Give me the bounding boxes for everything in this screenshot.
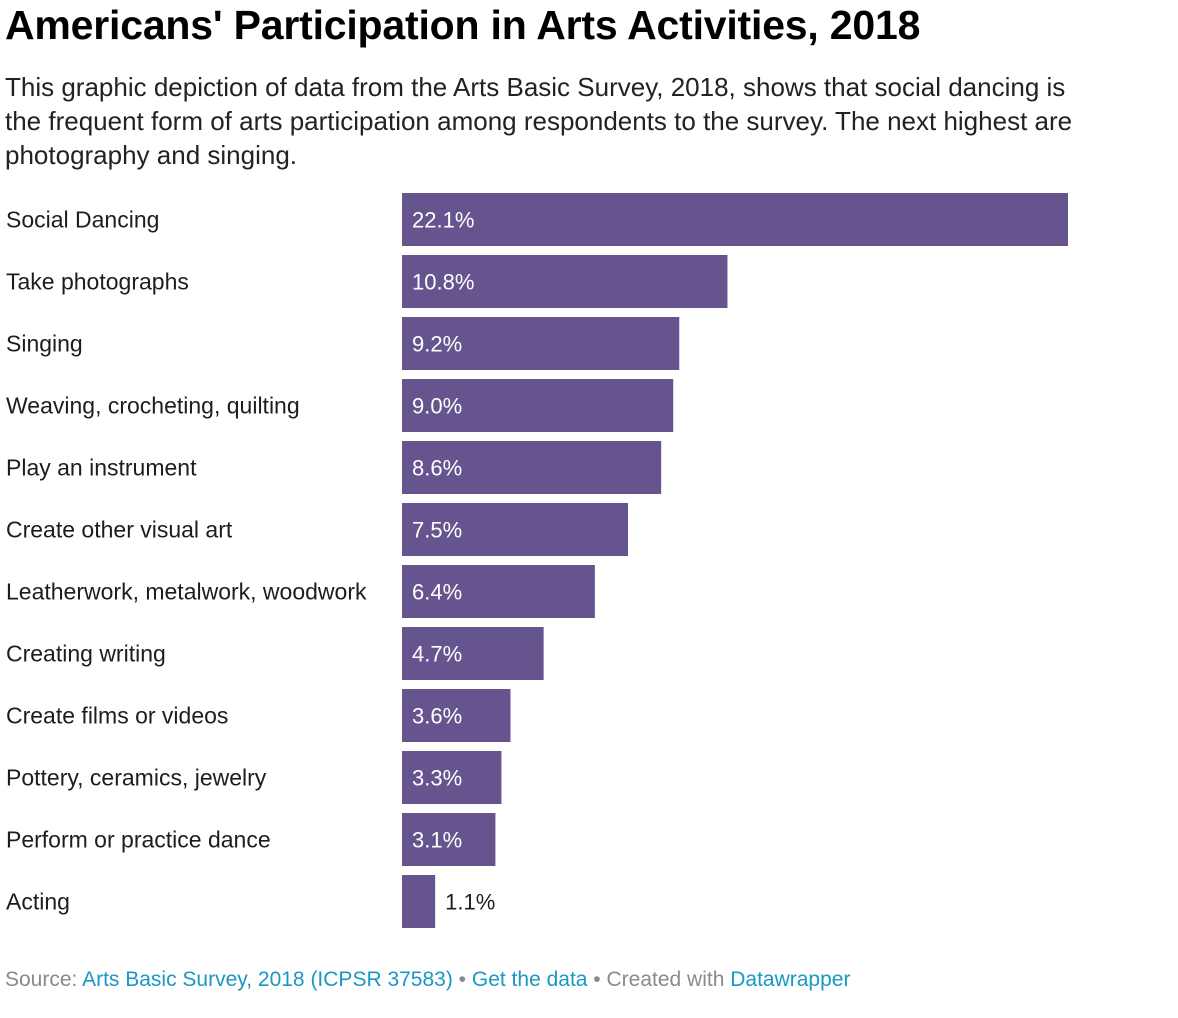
footer-separator: •	[452, 968, 472, 991]
value-label: 3.6%	[412, 704, 462, 729]
get-data-link[interactable]: Get the data	[471, 968, 588, 991]
value-label: 9.2%	[412, 332, 462, 357]
category-label: Social Dancing	[6, 207, 159, 233]
category-label: Singing	[6, 331, 83, 357]
value-label: 6.4%	[412, 580, 462, 605]
bar	[402, 379, 674, 432]
footer: Source: Arts Basic Survey, 2018 (ICPSR 3…	[5, 968, 850, 992]
chart-title: Americans' Participation in Arts Activit…	[5, 2, 921, 48]
category-label: Create films or videos	[6, 703, 228, 729]
bar	[402, 627, 544, 680]
value-label: 1.1%	[445, 890, 495, 915]
category-label: Pottery, ceramics, jewelry	[6, 765, 267, 791]
value-label: 7.5%	[412, 518, 462, 543]
source-prefix: Source:	[5, 968, 83, 991]
category-label: Leatherwork, metalwork, woodwork	[6, 579, 367, 605]
bar	[402, 255, 728, 308]
category-label: Perform or practice dance	[6, 827, 271, 853]
category-label: Weaving, crocheting, quilting	[6, 393, 300, 419]
bar	[402, 317, 680, 370]
value-label: 9.0%	[412, 394, 462, 419]
bar	[402, 565, 595, 618]
source-link[interactable]: Arts Basic Survey, 2018 (ICPSR 37583)	[82, 968, 453, 991]
category-label: Create other visual art	[6, 517, 233, 543]
bar	[402, 813, 496, 866]
value-label: 3.3%	[412, 766, 462, 791]
bar	[402, 751, 502, 804]
bar	[402, 875, 436, 928]
category-label: Acting	[6, 889, 70, 915]
datawrapper-link[interactable]: Datawrapper	[730, 968, 851, 991]
category-label: Play an instrument	[6, 455, 197, 481]
category-label: Creating writing	[6, 641, 166, 667]
value-label: 22.1%	[412, 208, 474, 233]
chart-subtitle: This graphic depiction of data from the …	[5, 72, 1073, 170]
footer-separator: •	[587, 968, 607, 991]
value-label: 4.7%	[412, 642, 462, 667]
bar	[402, 441, 662, 494]
bar	[402, 689, 511, 742]
value-label: 8.6%	[412, 456, 462, 481]
value-label: 10.8%	[412, 270, 474, 295]
category-label: Take photographs	[6, 269, 189, 295]
bar	[402, 193, 1068, 246]
bar	[402, 503, 629, 556]
created-with-label: Created with	[606, 968, 731, 991]
value-label: 3.1%	[412, 828, 462, 853]
